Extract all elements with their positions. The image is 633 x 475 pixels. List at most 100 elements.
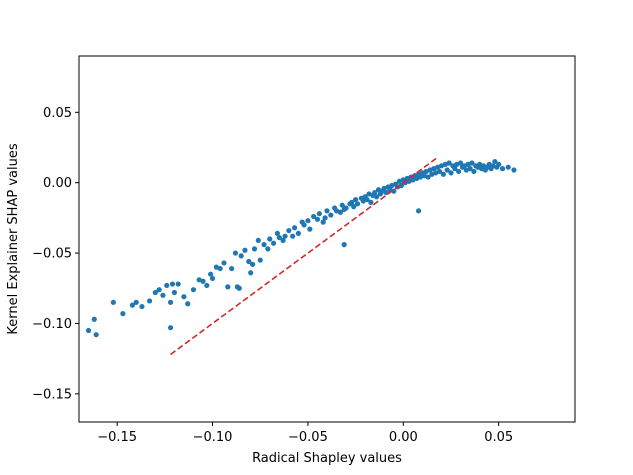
- data-point: [139, 303, 145, 310]
- data-point: [305, 218, 311, 224]
- data-point: [246, 258, 252, 265]
- data-point: [391, 188, 397, 194]
- plot-frame: [78, 55, 576, 423]
- data-point: [265, 246, 271, 252]
- points-layer: [85, 158, 517, 338]
- data-point: [511, 167, 517, 173]
- data-point: [456, 168, 462, 175]
- data-point: [270, 240, 277, 246]
- data-point: [351, 204, 357, 210]
- data-point: [448, 170, 454, 176]
- data-point: [200, 278, 206, 284]
- data-point: [91, 316, 97, 322]
- data-point: [242, 247, 248, 253]
- data-point: [274, 230, 280, 236]
- data-point: [457, 160, 464, 166]
- data-point: [425, 174, 431, 180]
- data-point: [436, 168, 443, 175]
- data-point: [280, 237, 286, 244]
- data-point: [492, 158, 498, 165]
- data-point: [337, 209, 343, 215]
- data-point: [276, 234, 282, 241]
- data-point: [167, 299, 174, 305]
- data-point: [93, 332, 99, 338]
- y-tick-label: 0.05: [43, 106, 72, 121]
- data-point: [415, 208, 422, 214]
- reference-line-layer: [170, 156, 439, 356]
- data-point: [328, 212, 334, 218]
- data-point: [290, 233, 296, 239]
- data-point: [499, 166, 506, 172]
- data-point: [209, 275, 216, 282]
- data-point: [282, 233, 288, 239]
- data-point: [208, 271, 214, 277]
- data-point: [341, 242, 347, 248]
- data-point: [286, 227, 292, 234]
- x-tick-label: 0.00: [389, 430, 418, 445]
- data-point: [469, 160, 475, 166]
- data-point: [383, 189, 389, 196]
- x-tick-label: −0.05: [288, 430, 328, 445]
- data-point: [250, 261, 256, 267]
- data-point: [225, 284, 231, 290]
- x-axis-label: Radical Shapley values: [252, 451, 402, 466]
- data-point: [353, 196, 359, 203]
- data-point: [471, 168, 477, 175]
- data-point: [398, 182, 404, 189]
- y-tick-label: −0.10: [32, 317, 72, 332]
- data-point: [261, 242, 267, 248]
- data-point: [164, 282, 170, 289]
- data-point: [160, 292, 166, 298]
- data-point: [234, 284, 240, 290]
- data-point: [316, 211, 322, 217]
- data-point: [185, 301, 191, 307]
- y-axis-label: Kernel Explainer SHAP values: [6, 143, 21, 334]
- data-point: [229, 265, 235, 272]
- x-axis-ticks: −0.15 −0.10 −0.05 0.00 0.05: [97, 422, 513, 445]
- data-point: [251, 246, 258, 252]
- y-axis-ticks: −0.15 −0.10 −0.05 0.00 0.05: [32, 106, 79, 402]
- data-point: [152, 289, 158, 296]
- data-point: [190, 287, 197, 293]
- data-point: [120, 311, 126, 317]
- data-point: [444, 167, 450, 173]
- data-point: [248, 270, 254, 276]
- x-tick-label: −0.15: [97, 430, 137, 445]
- data-point: [505, 164, 511, 170]
- data-point: [146, 298, 153, 304]
- data-point: [349, 199, 355, 205]
- y-tick-label: −0.05: [32, 247, 72, 262]
- data-point: [339, 202, 345, 208]
- data-point: [467, 166, 473, 172]
- data-point: [267, 236, 273, 242]
- data-point: [167, 325, 174, 331]
- data-point: [255, 237, 261, 244]
- data-point: [311, 213, 317, 220]
- data-point: [368, 199, 374, 205]
- y-tick-label: −0.15: [32, 387, 72, 402]
- reference-line: [170, 156, 439, 356]
- data-point: [320, 219, 326, 225]
- data-point: [343, 205, 349, 211]
- x-tick-label: −0.10: [193, 430, 233, 445]
- data-point: [354, 201, 361, 207]
- data-point: [169, 281, 176, 287]
- data-point: [314, 216, 321, 222]
- data-point: [446, 160, 452, 166]
- data-point: [171, 289, 177, 296]
- data-point: [324, 208, 330, 214]
- data-point: [110, 299, 116, 305]
- data-point: [307, 226, 313, 232]
- data-point: [232, 250, 239, 256]
- data-point: [301, 222, 307, 228]
- data-point: [217, 265, 223, 272]
- data-point: [291, 225, 298, 231]
- data-point: [129, 302, 136, 308]
- data-point: [452, 166, 458, 172]
- data-point: [238, 253, 244, 259]
- data-point: [374, 194, 380, 200]
- data-point: [322, 215, 328, 221]
- data-point: [204, 282, 210, 289]
